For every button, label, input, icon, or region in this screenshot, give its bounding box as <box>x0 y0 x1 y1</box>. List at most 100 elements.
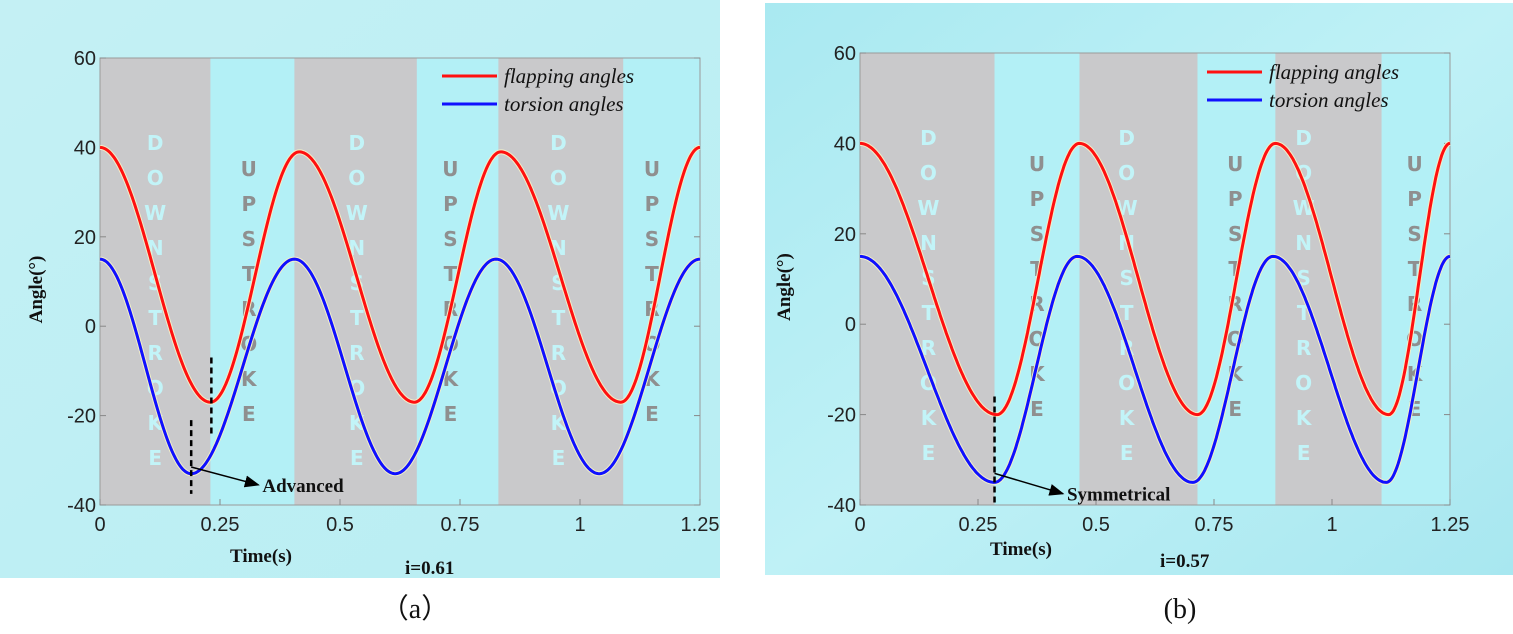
plot-frame <box>859 52 1451 506</box>
x-tick-label: 1 <box>574 514 585 536</box>
stroke-letter: E <box>1297 441 1311 465</box>
stroke-letter: E <box>350 446 364 470</box>
legend-label: torsion angles <box>504 92 624 116</box>
stroke-letter: O <box>550 166 567 190</box>
stroke-letter: O <box>1118 161 1135 185</box>
x-tick-label: 0.75 <box>1195 514 1234 536</box>
plot-frame <box>99 57 701 506</box>
stroke-letter: T <box>645 262 659 286</box>
x-tick-label: 0.5 <box>1082 514 1110 536</box>
x-tick-label: 0 <box>854 514 865 536</box>
stroke-letter: D <box>1295 126 1312 150</box>
y-tick-label: 40 <box>74 137 96 159</box>
stroke-letter: P <box>1228 187 1243 211</box>
series-line-flapping <box>99 145 701 404</box>
stroke-letter: T <box>350 306 364 330</box>
stroke-letter: P <box>241 192 256 216</box>
series-line-torsion <box>860 254 1451 484</box>
panel-b: DOWNSTROKEDOWNSTROKEDOWNSTROKEUPSTROKEUP… <box>765 3 1513 625</box>
stroke-letter: P <box>645 192 660 216</box>
y-tick-label: -20 <box>827 405 856 427</box>
x-tick-label: 1 <box>1326 514 1337 536</box>
x-tick-label: 0.25 <box>959 514 998 536</box>
y-tick-label: 20 <box>834 224 856 246</box>
stroke-letter: S <box>1228 222 1242 246</box>
stroke-letter: D <box>348 131 365 155</box>
stroke-letter: O <box>920 161 937 185</box>
x-axis-label: Time(s) <box>230 546 292 567</box>
stroke-letter: K <box>1119 406 1136 430</box>
stroke-letter: U <box>1227 152 1243 176</box>
stroke-letter: W <box>144 201 166 225</box>
stroke-letter: T <box>148 306 162 330</box>
stroke-letter: O <box>1295 371 1312 395</box>
stroke-letter: P <box>443 192 458 216</box>
stroke-letter: O <box>147 166 164 190</box>
stroke-letter: E <box>1120 441 1134 465</box>
stroke-letter: S <box>645 227 659 251</box>
panel-caption: (b) <box>1164 594 1197 625</box>
stroke-letter: E <box>444 402 458 426</box>
y-tick-label: -40 <box>827 495 856 517</box>
stroke-letter: S <box>1030 222 1044 246</box>
y-tick-label: 40 <box>834 133 856 155</box>
x-tick-label: 1.25 <box>681 514 720 536</box>
y-tick-label: 20 <box>74 227 96 249</box>
stroke-letter: U <box>644 157 660 181</box>
stroke-letter: D <box>920 126 937 150</box>
stroke-letter: W <box>917 196 939 220</box>
annotation-label: Symmetrical <box>1067 485 1170 506</box>
stroke-letter: R <box>1296 336 1311 360</box>
x-tick-label: 0.25 <box>201 514 240 536</box>
y-tick-label: -40 <box>67 495 96 517</box>
stroke-letter: W <box>547 201 569 225</box>
stroke-letter: E <box>148 446 162 470</box>
stroke-letter: O <box>1118 371 1135 395</box>
panel-a: DOWNSTROKEDOWNSTROKEDOWNSTROKEUPSTROKEUP… <box>0 0 720 625</box>
x-tick-label: 1.25 <box>1431 514 1470 536</box>
series-line-flapping <box>860 141 1451 417</box>
stroke-letter: U <box>442 157 458 181</box>
annotation-arrow <box>994 472 1065 496</box>
annotation-label: Advanced <box>262 476 344 497</box>
stroke-letter: O <box>348 166 365 190</box>
phase-note: i=0.57 <box>1160 551 1210 572</box>
stroke-letter: U <box>241 157 257 181</box>
stroke-letter: S <box>1119 266 1133 290</box>
y-tick-label: 0 <box>845 314 856 336</box>
legend-label: flapping angles <box>1269 60 1399 84</box>
stroke-letter: T <box>444 262 458 286</box>
stroke-letter: T <box>552 306 566 330</box>
stroke-letter: D <box>1118 126 1135 150</box>
x-tick-label: 0.5 <box>326 514 354 536</box>
x-axis-label: Time(s) <box>990 539 1052 560</box>
stroke-letter: S <box>242 227 256 251</box>
phase-note: i=0.61 <box>405 558 454 579</box>
stroke-letter: N <box>1295 231 1312 255</box>
stroke-letter: E <box>552 446 566 470</box>
stroke-letter: R <box>349 341 364 365</box>
stroke-letter: W <box>346 201 368 225</box>
stroke-letter: E <box>922 441 936 465</box>
stroke-letter: R <box>551 341 566 365</box>
stroke-letter: T <box>1120 301 1134 325</box>
stroke-letter: E <box>242 402 256 426</box>
stroke-letter: S <box>1407 222 1421 246</box>
stroke-letter: K <box>241 367 258 391</box>
stroke-letter: R <box>921 336 936 360</box>
stroke-letter: E <box>645 402 659 426</box>
stroke-letter: S <box>443 227 457 251</box>
stroke-letter: D <box>147 131 164 155</box>
x-tick-label: 0 <box>94 514 105 536</box>
y-tick-label: 0 <box>85 316 96 338</box>
annotation-arrow <box>191 466 260 488</box>
panel-caption: （a） <box>381 593 449 625</box>
stroke-letter: K <box>921 406 938 430</box>
x-tick-label: 0.75 <box>441 514 480 536</box>
stroke-letter: U <box>1029 152 1045 176</box>
stroke-letter: K <box>443 367 460 391</box>
y-tick-label: 60 <box>834 43 856 65</box>
